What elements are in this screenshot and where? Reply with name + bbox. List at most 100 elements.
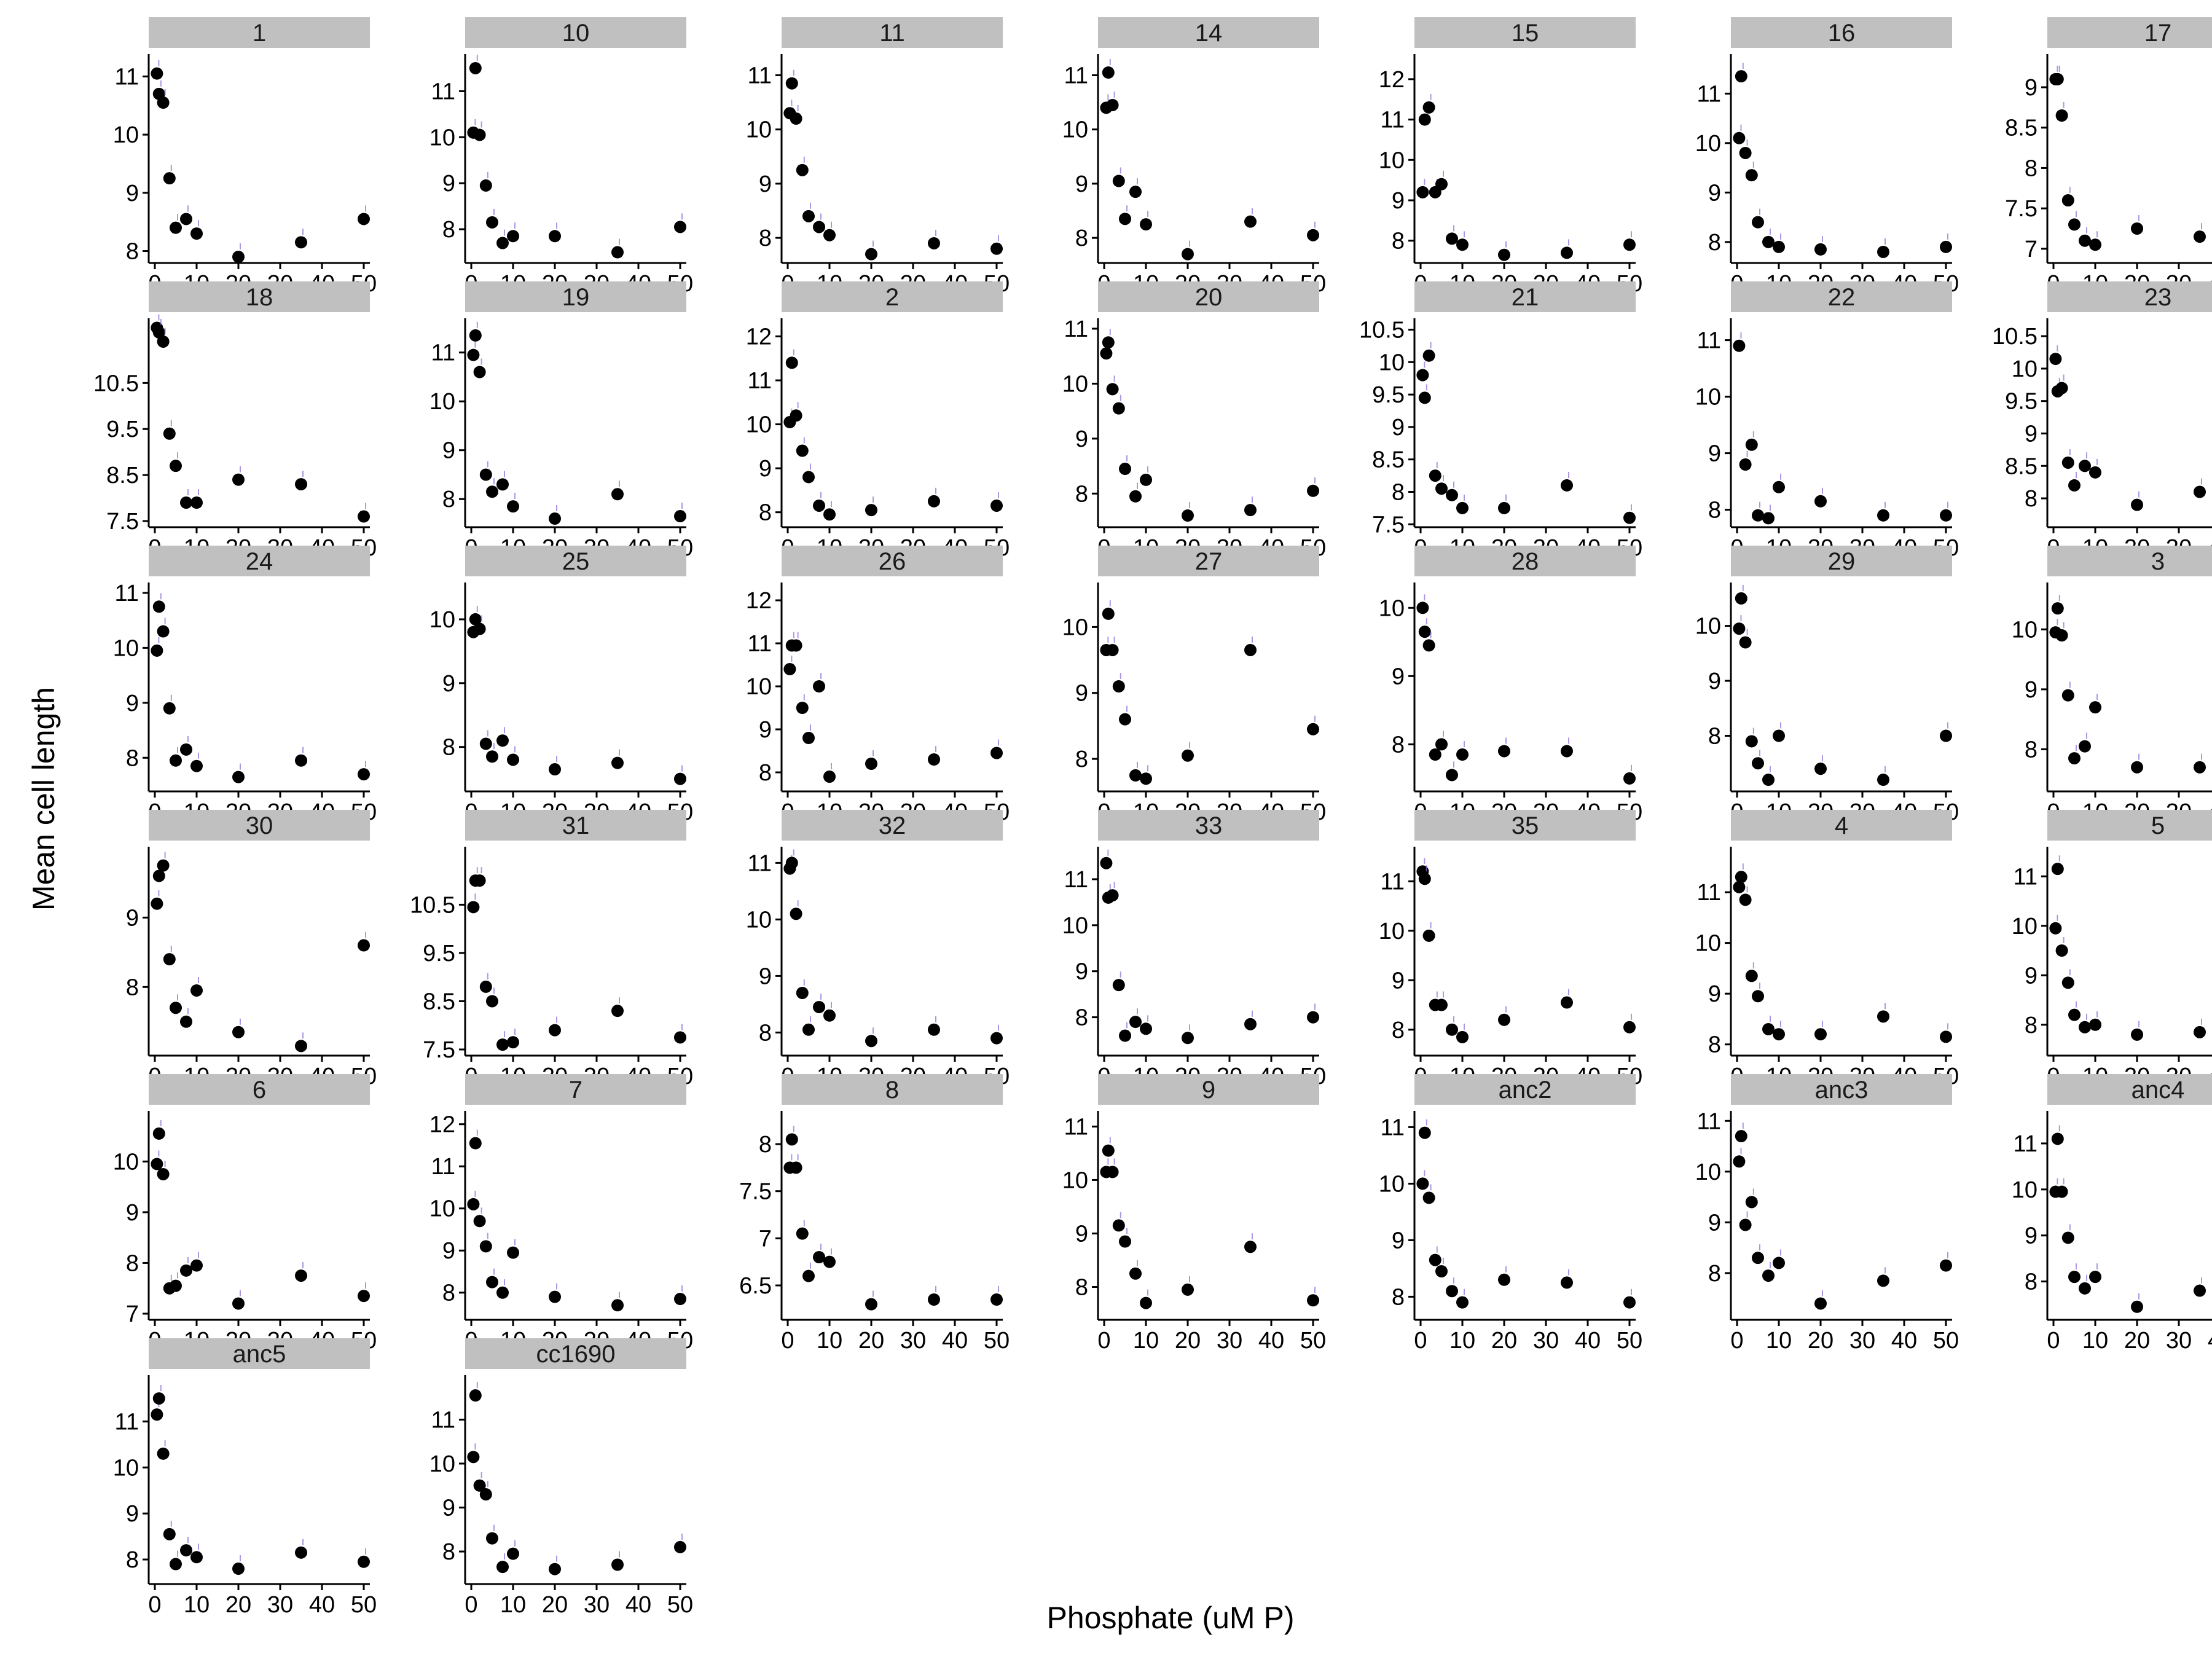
facet-strip	[1414, 17, 1636, 48]
y-tick-label: 9	[126, 1501, 139, 1527]
facet-panel: 29010203040508910	[1695, 546, 1959, 825]
facet-strip-label: 18	[246, 284, 273, 311]
x-tick-label: 40	[942, 1328, 968, 1354]
y-tick-label: 10	[1062, 913, 1088, 939]
facet-strip	[1414, 1074, 1636, 1105]
y-tick-label: 9	[442, 1238, 455, 1264]
data-point	[232, 251, 245, 263]
data-point	[928, 495, 940, 508]
y-tick-label: 7.5	[106, 509, 139, 535]
data-point	[2079, 234, 2091, 247]
data-point	[467, 901, 480, 914]
facet-strip-label: 3	[2151, 548, 2165, 575]
data-point	[2051, 863, 2064, 876]
data-point	[1307, 1011, 1319, 1024]
x-tick-label: 0	[148, 1592, 161, 1618]
data-point	[1773, 1028, 1785, 1041]
facet-strip-label: 16	[1828, 20, 1856, 47]
facet-panel: 101020304050891011	[113, 17, 377, 297]
y-tick-label: 7	[126, 1301, 139, 1327]
data-point	[1418, 626, 1431, 638]
y-tick-label: 9	[1075, 171, 1088, 197]
data-point	[1112, 1219, 1125, 1232]
y-tick-label: 8	[2025, 155, 2037, 181]
facet-panel: 170102030405077.588.59	[2005, 17, 2212, 297]
y-tick-label: 9	[442, 671, 455, 697]
facet-strip	[782, 17, 1003, 48]
data-point	[473, 366, 486, 378]
facet-strip-label: 31	[562, 812, 590, 839]
data-point	[549, 1024, 561, 1037]
y-tick-label: 8	[2025, 1013, 2037, 1038]
data-point	[674, 221, 686, 233]
facet-strip-label: 28	[1512, 548, 1539, 575]
data-point	[1762, 1269, 1775, 1282]
data-point	[1733, 880, 1746, 893]
data-point	[157, 1167, 170, 1180]
x-tick-label: 10	[817, 1328, 842, 1354]
data-point	[1129, 1016, 1142, 1029]
data-point	[1446, 1023, 1458, 1036]
x-tick-label: 40	[1575, 1328, 1601, 1354]
data-point	[1422, 101, 1435, 114]
x-axis-title: Phosphate (uM P)	[1047, 1601, 1295, 1635]
data-point	[1940, 729, 1952, 742]
data-point	[1129, 769, 1142, 782]
data-point	[1100, 857, 1113, 869]
data-point	[496, 734, 509, 747]
y-tick-label: 9	[442, 1496, 455, 1521]
x-tick-label: 0	[1730, 1328, 1743, 1354]
facet-strip	[465, 1338, 686, 1369]
data-point	[473, 1215, 486, 1228]
y-tick-label: 11	[748, 63, 772, 88]
data-point	[1446, 769, 1458, 782]
data-point	[1733, 131, 1746, 144]
facet-strip-label: 17	[2144, 20, 2172, 47]
y-tick-label: 11	[748, 368, 772, 394]
y-tick-label: 9	[1392, 415, 1405, 441]
y-tick-label: 11	[1697, 81, 1721, 107]
data-point	[486, 1532, 498, 1545]
y-tick-label: 10	[429, 1451, 455, 1477]
y-tick-label: 10.5	[410, 892, 455, 918]
data-point	[1182, 248, 1194, 261]
facet-strip	[465, 17, 686, 48]
data-point	[163, 172, 176, 185]
data-point	[170, 460, 182, 473]
data-point	[1429, 469, 1441, 482]
data-point	[1112, 979, 1125, 992]
data-point	[796, 702, 809, 714]
data-point	[813, 1251, 825, 1263]
data-point	[232, 771, 245, 783]
data-point	[295, 478, 307, 491]
data-point	[802, 210, 815, 222]
data-point	[469, 613, 482, 626]
data-point	[990, 747, 1003, 759]
data-point	[163, 1528, 176, 1540]
y-tick-label: 8	[126, 745, 139, 771]
data-point	[295, 754, 307, 767]
x-tick-label: 10	[184, 1592, 210, 1618]
data-point	[163, 953, 176, 966]
y-tick-label: 10.5	[93, 371, 139, 396]
data-point	[1733, 1155, 1746, 1168]
data-point	[467, 348, 480, 361]
x-tick-label: 50	[667, 1592, 693, 1618]
y-tick-label: 11	[748, 850, 772, 876]
data-point	[479, 1240, 492, 1253]
data-point	[479, 737, 492, 750]
x-tick-label: 10	[1133, 1328, 1159, 1354]
y-tick-label: 10	[1379, 147, 1405, 173]
y-tick-label: 9	[1075, 681, 1088, 707]
y-tick-label: 10	[1062, 117, 1088, 143]
data-point	[2089, 1018, 2101, 1031]
data-point	[151, 1158, 163, 1171]
data-point	[469, 1389, 482, 1402]
facet-strip	[149, 810, 370, 841]
x-tick-label: 20	[2124, 1328, 2150, 1354]
facet-strip-label: 27	[1195, 548, 1223, 575]
data-point	[496, 1286, 509, 1299]
y-tick-label: 8	[442, 1281, 455, 1306]
data-point	[1446, 232, 1458, 245]
